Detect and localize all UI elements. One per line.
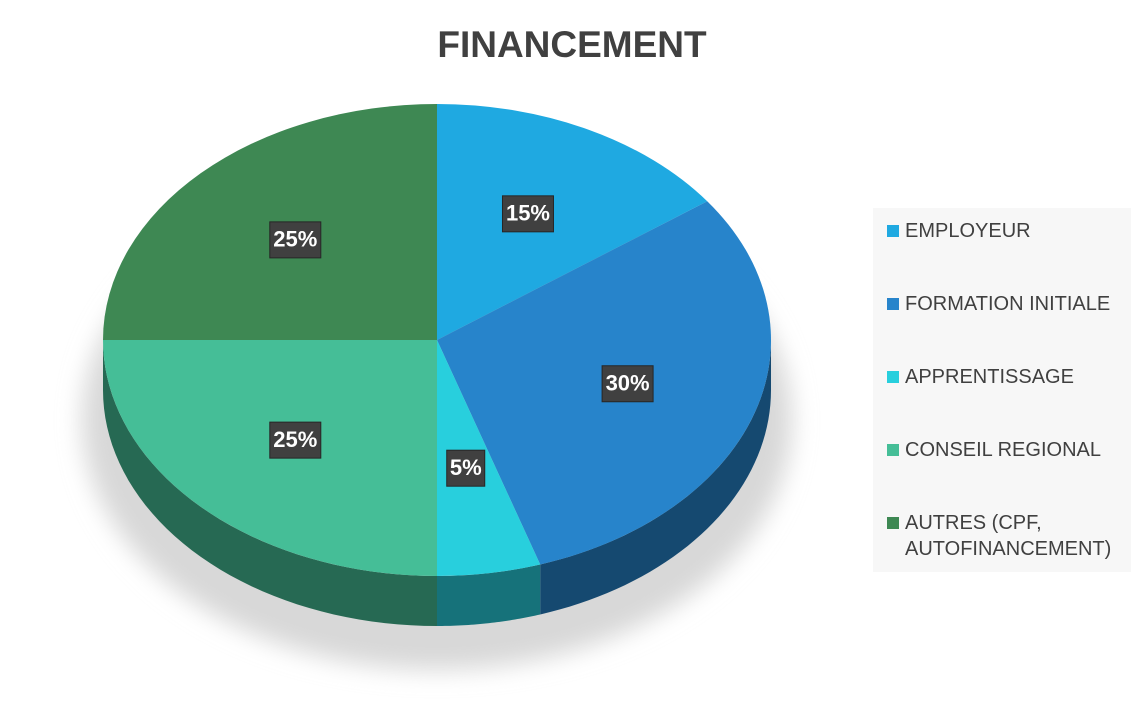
- legend-label: AUTRES (CPF, AUTOFINANCEMENT): [905, 512, 1112, 560]
- legend-label: CONSEIL REGIONAL: [905, 439, 1101, 461]
- slice: [437, 104, 708, 340]
- slice: [437, 340, 541, 576]
- data-label-box: [501, 195, 554, 233]
- data-label: 25%: [273, 227, 317, 252]
- legend-swatch: [887, 444, 899, 456]
- legend-label: APPRENTISSAGE: [905, 366, 1074, 388]
- legend-label: EMPLOYEUR: [905, 220, 1031, 242]
- chart-title: FINANCEMENT: [437, 24, 707, 65]
- data-label-box: [269, 221, 322, 259]
- data-label-box: [601, 365, 654, 403]
- data-label: 30%: [606, 371, 650, 396]
- data-label: 5%: [450, 455, 482, 480]
- legend-label: FORMATION INITIALE: [905, 293, 1111, 315]
- data-label: 25%: [273, 427, 317, 452]
- data-label-box: [269, 421, 322, 459]
- slice-side: [437, 564, 541, 626]
- legend-entry: AUTRES (CPF, AUTOFINANCEMENT): [887, 510, 1131, 583]
- legend-swatch: [887, 225, 899, 237]
- data-label: 15%: [506, 201, 550, 226]
- legend-swatch: [887, 371, 899, 383]
- legend-entry: FORMATION INITIALE: [887, 291, 1131, 364]
- slice-side: [540, 340, 771, 615]
- legend-entry: APPRENTISSAGE: [887, 364, 1131, 437]
- legend-swatch: [887, 298, 899, 310]
- data-label-box: [446, 449, 486, 487]
- legend-entry: EMPLOYEUR: [887, 218, 1131, 291]
- legend: EMPLOYEUR FORMATION INITIALE APPRENTISSAGE…: [873, 208, 1131, 572]
- legend-swatch: [887, 517, 899, 529]
- slice-side: [103, 340, 437, 626]
- pie: 15% 30% 5% 25% 25%: [103, 104, 771, 626]
- legend-entry: CONSEIL REGIONAL: [887, 437, 1131, 510]
